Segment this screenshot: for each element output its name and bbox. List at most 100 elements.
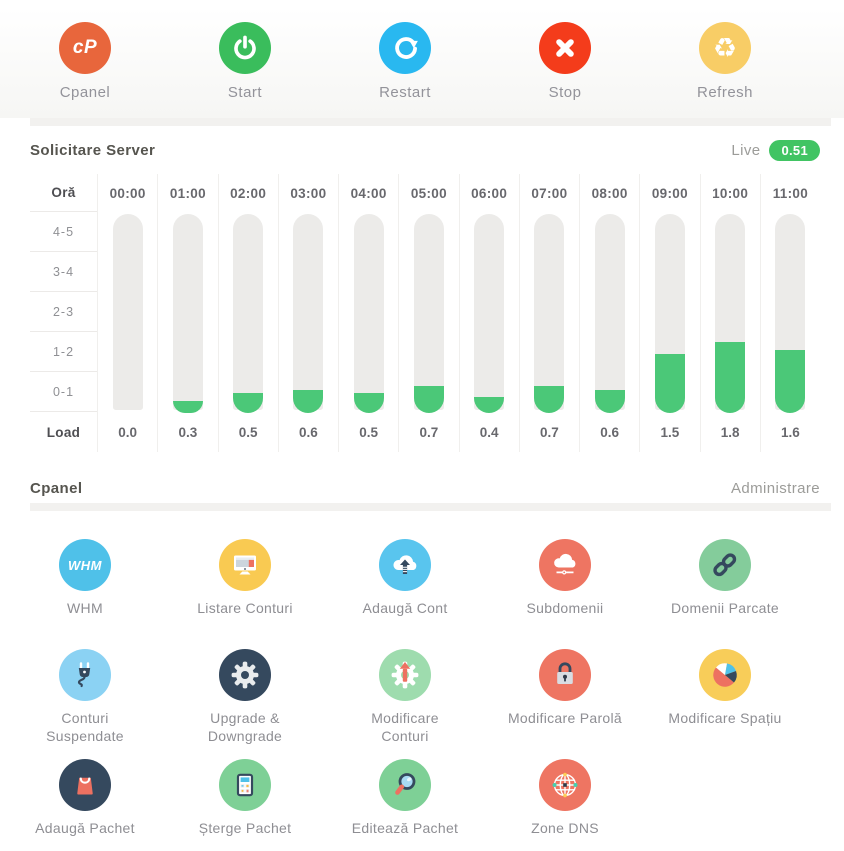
load-bar-fill bbox=[172, 401, 203, 413]
cpanel-item-modificare-parola[interactable]: Modificare Parolă bbox=[485, 649, 645, 745]
hour-label: 11:00 bbox=[772, 185, 809, 201]
magnifier-icon bbox=[389, 769, 421, 801]
recycle-icon: ♻ bbox=[712, 32, 738, 63]
chart-column-00:00: 00:00 0.0 bbox=[97, 174, 157, 452]
load-bar-fill bbox=[233, 393, 264, 413]
load-bar-fill bbox=[353, 393, 384, 413]
load-bar-fill bbox=[534, 385, 565, 413]
chain-link-icon bbox=[709, 549, 741, 581]
load-bar-track bbox=[413, 214, 444, 413]
cpanel-item-adauga-pachet-label: Adaugă Pachet bbox=[35, 820, 135, 836]
load-bar-track bbox=[715, 214, 746, 413]
load-value: 0.7 bbox=[419, 424, 439, 440]
chart-column-04:00: 04:00 0.5 bbox=[338, 174, 398, 452]
axis-row-label: 2-3 bbox=[30, 292, 97, 332]
cpanel-item-editeaza-pachet-label: Editează Pachet bbox=[351, 820, 459, 836]
load-bar-fill bbox=[474, 397, 505, 413]
axis-row-label: 4-5 bbox=[30, 212, 97, 252]
server-load-header: Solicitare Server Live 0.51 bbox=[30, 139, 820, 161]
cpanel-item-editeaza-pachet[interactable]: Editează Pachet bbox=[325, 759, 485, 837]
load-value: 0.5 bbox=[359, 424, 379, 440]
cpanel-item-modificare-conturi-label: Modificare Conturi bbox=[371, 710, 439, 744]
cpanel-item-modificare-parola-circle bbox=[539, 649, 591, 701]
load-value: 1.5 bbox=[660, 424, 680, 440]
chart-column-06:00: 06:00 0.4 bbox=[458, 174, 519, 452]
cpanel-item-whm-circle: WHM bbox=[59, 539, 111, 591]
chart-column-08:00: 08:00 0.6 bbox=[579, 174, 639, 452]
monitor-icon bbox=[229, 549, 261, 581]
cpanel-item-zone-dns-label: Zone DNS bbox=[531, 820, 599, 836]
cpanel-item-editeaza-pachet-circle bbox=[379, 759, 431, 811]
action-start-circle bbox=[219, 22, 271, 74]
cloud-network-icon bbox=[549, 549, 581, 581]
load-value: 0.3 bbox=[178, 424, 198, 440]
cpanel-item-subdomenii[interactable]: Subdomenii bbox=[485, 539, 645, 635]
hour-label: 01:00 bbox=[169, 185, 206, 201]
load-value: 0.6 bbox=[298, 424, 318, 440]
hour-label: 10:00 bbox=[712, 185, 749, 201]
globe-icon bbox=[549, 769, 581, 801]
action-restart[interactable]: Restart bbox=[325, 22, 485, 101]
pie-chart-icon bbox=[709, 659, 741, 691]
load-bar-track bbox=[594, 214, 625, 413]
load-bar-track bbox=[353, 214, 384, 413]
chart-column-07:00: 07:00 0.7 bbox=[518, 174, 579, 452]
cpanel-item-modificare-spatiu[interactable]: Modificare Spațiu bbox=[645, 649, 805, 745]
action-refresh[interactable]: ♻ Refresh bbox=[645, 22, 805, 101]
lock-icon bbox=[549, 659, 581, 691]
cpanel-section-title: Cpanel bbox=[30, 479, 83, 497]
cpanel-item-listare-conturi-circle bbox=[219, 539, 271, 591]
gear-icon bbox=[229, 659, 261, 691]
load-bar-fill bbox=[654, 354, 685, 413]
cloud-upload-icon bbox=[389, 549, 421, 581]
cpanel-item-conturi-suspendate-circle bbox=[59, 649, 111, 701]
load-value: 0.5 bbox=[238, 424, 258, 440]
cpanel-grid-row: Adaugă Pachet Șterge Pachet Editează Pache… bbox=[5, 759, 844, 837]
action-stop[interactable]: Stop bbox=[485, 22, 645, 101]
cpanel-item-domenii-parcate[interactable]: Domenii Parcate bbox=[645, 539, 805, 635]
restart-arrow-icon bbox=[390, 33, 420, 63]
cpanel-item-sterge-pachet-label: Șterge Pachet bbox=[198, 820, 292, 836]
hour-label: 03:00 bbox=[290, 185, 327, 201]
load-bar-fill bbox=[293, 389, 324, 413]
chart-column-02:00: 02:00 0.5 bbox=[217, 174, 278, 452]
cpanel-item-conturi-suspendate[interactable]: Conturi Suspendate bbox=[5, 649, 165, 745]
cpanel-item-zone-dns-circle bbox=[539, 759, 591, 811]
cpanel-item-modificare-spatiu-circle bbox=[699, 649, 751, 701]
cpanel-item-domenii-parcate-label: Domenii Parcate bbox=[671, 600, 779, 616]
chart-column-10:00: 10:00 1.8 bbox=[699, 174, 760, 452]
cpanel-logo-icon: cP bbox=[72, 37, 98, 58]
cpanel-item-adauga-cont[interactable]: Adaugă Cont bbox=[325, 539, 485, 635]
axis-corner-label: Oră bbox=[30, 174, 97, 212]
load-value: 0.6 bbox=[600, 424, 620, 440]
cpanel-item-zone-dns[interactable]: Zone DNS bbox=[485, 759, 645, 837]
cpanel-item-sterge-pachet[interactable]: Șterge Pachet bbox=[165, 759, 325, 837]
axis-row-label: 0-1 bbox=[30, 372, 97, 412]
cpanel-item-sterge-pachet-circle bbox=[219, 759, 271, 811]
load-bar-track bbox=[233, 214, 264, 413]
divider bbox=[30, 118, 831, 126]
action-cpanel-label: Cpanel bbox=[59, 84, 111, 101]
cpanel-item-adauga-pachet[interactable]: Adaugă Pachet bbox=[5, 759, 165, 837]
action-start[interactable]: Start bbox=[165, 22, 325, 101]
load-bar-fill bbox=[594, 389, 625, 413]
cpanel-item-whm[interactable]: WHM WHM bbox=[5, 539, 165, 635]
axis-row-label: 1-2 bbox=[30, 332, 97, 372]
cpanel-item-listare-conturi[interactable]: Listare Conturi bbox=[165, 539, 325, 635]
shopping-bag-icon bbox=[69, 769, 101, 801]
chart-column-05:00: 05:00 0.7 bbox=[398, 174, 458, 452]
load-bar-track bbox=[293, 214, 324, 413]
action-cpanel[interactable]: cP Cpanel bbox=[5, 22, 165, 101]
cpanel-item-modificare-conturi[interactable]: Modificare Conturi bbox=[325, 649, 485, 745]
cpanel-item-subdomenii-circle bbox=[539, 539, 591, 591]
cpanel-section-subtitle: Administrare bbox=[731, 479, 820, 497]
cpanel-item-upgrade-downgrade[interactable]: Upgrade & Downgrade bbox=[165, 649, 325, 745]
hour-label: 05:00 bbox=[410, 185, 447, 201]
live-label: Live bbox=[731, 141, 761, 159]
hour-label: 02:00 bbox=[230, 185, 267, 201]
cpanel-item-domenii-parcate-circle bbox=[699, 539, 751, 591]
load-bar-track bbox=[112, 214, 143, 410]
load-bar-fill bbox=[775, 350, 806, 413]
gear-up-arrow-icon bbox=[389, 659, 421, 691]
cpanel-section-header: Cpanel Administrare bbox=[30, 477, 820, 499]
